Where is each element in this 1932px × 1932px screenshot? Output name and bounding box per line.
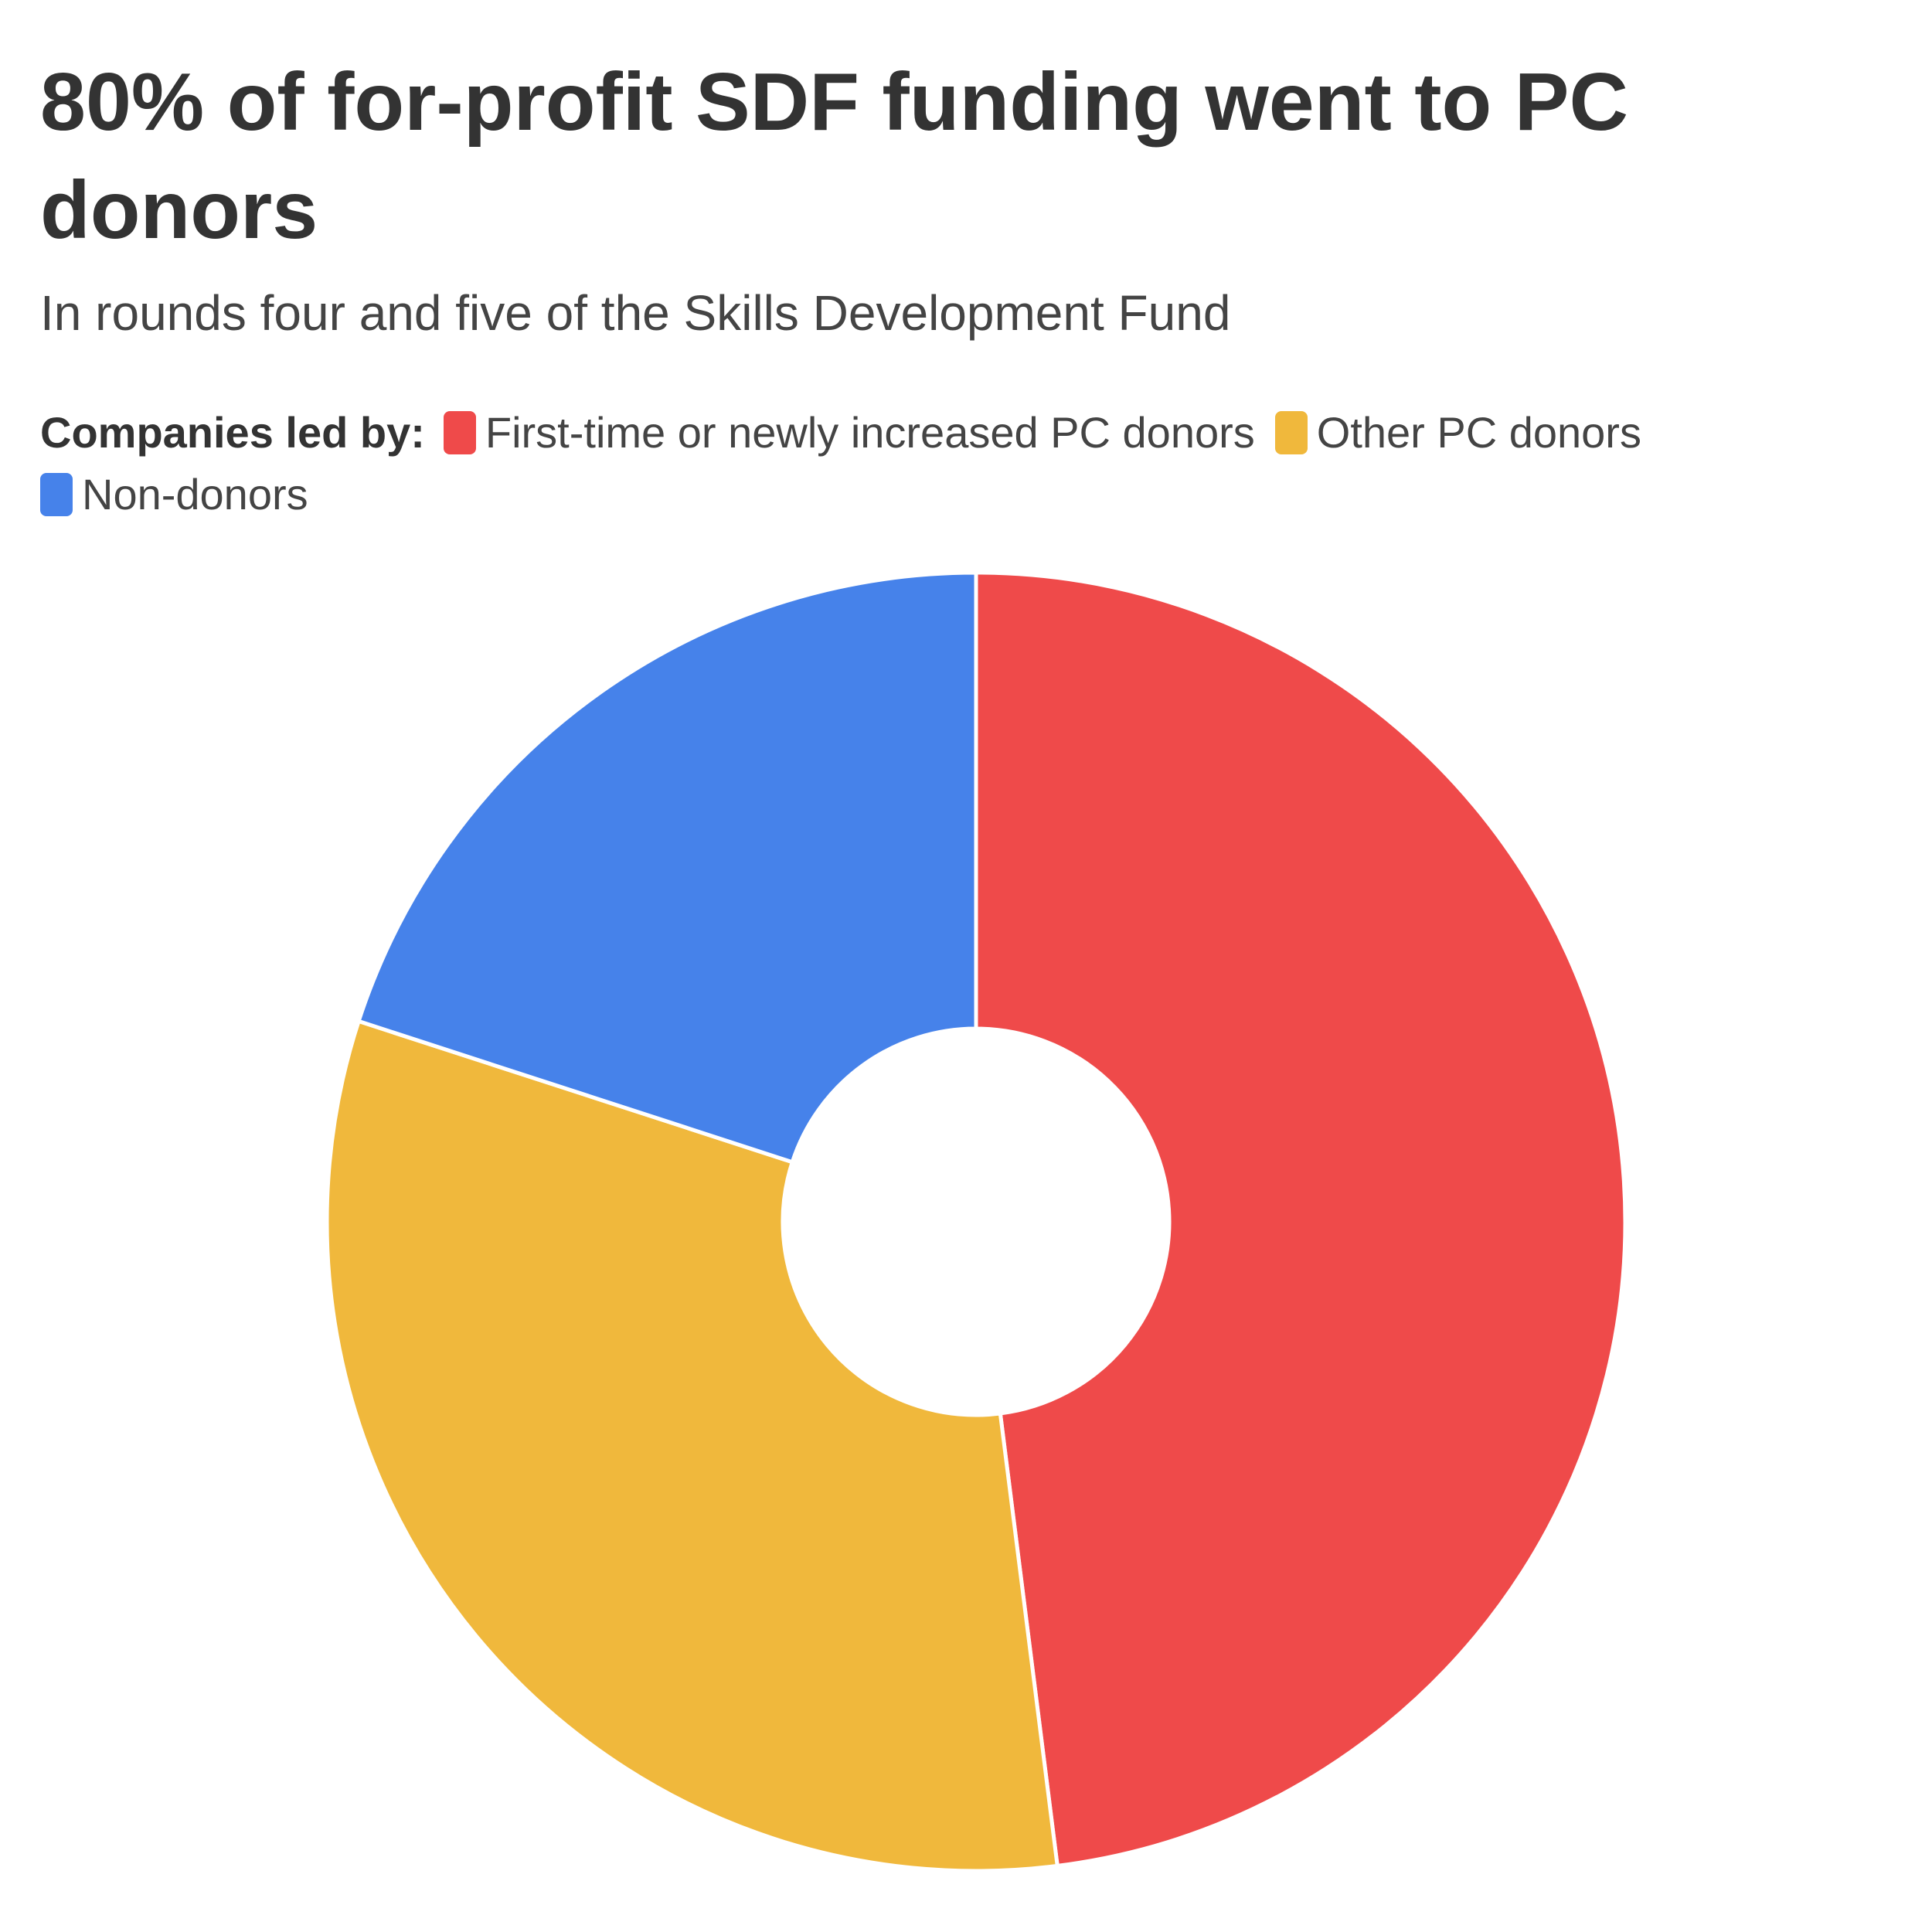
donut-slice <box>974 570 1628 1869</box>
chart-title: 80% of for-profit SDF funding went to PC… <box>40 56 1628 256</box>
donut-slice <box>325 1019 1060 1873</box>
legend-title: Companies led by: <box>40 408 425 457</box>
legend-label: First-time or newly increased PC donors <box>485 408 1255 457</box>
legend: Companies led by: First-time or newly in… <box>40 402 1895 526</box>
legend-swatch <box>1274 411 1308 454</box>
legend-label: Non-donors <box>82 470 308 519</box>
chart-subtitle: In rounds four and five of the Skills De… <box>40 285 1231 341</box>
donut-slice <box>355 570 978 1165</box>
legend-item: Other PC donors <box>1274 402 1641 464</box>
legend-swatch <box>443 411 476 454</box>
legend-swatch <box>40 473 73 516</box>
legend-label: Other PC donors <box>1316 408 1641 457</box>
legend-item: First-time or newly increased PC donors <box>443 402 1255 464</box>
legend-item: Non-donors <box>40 464 308 526</box>
